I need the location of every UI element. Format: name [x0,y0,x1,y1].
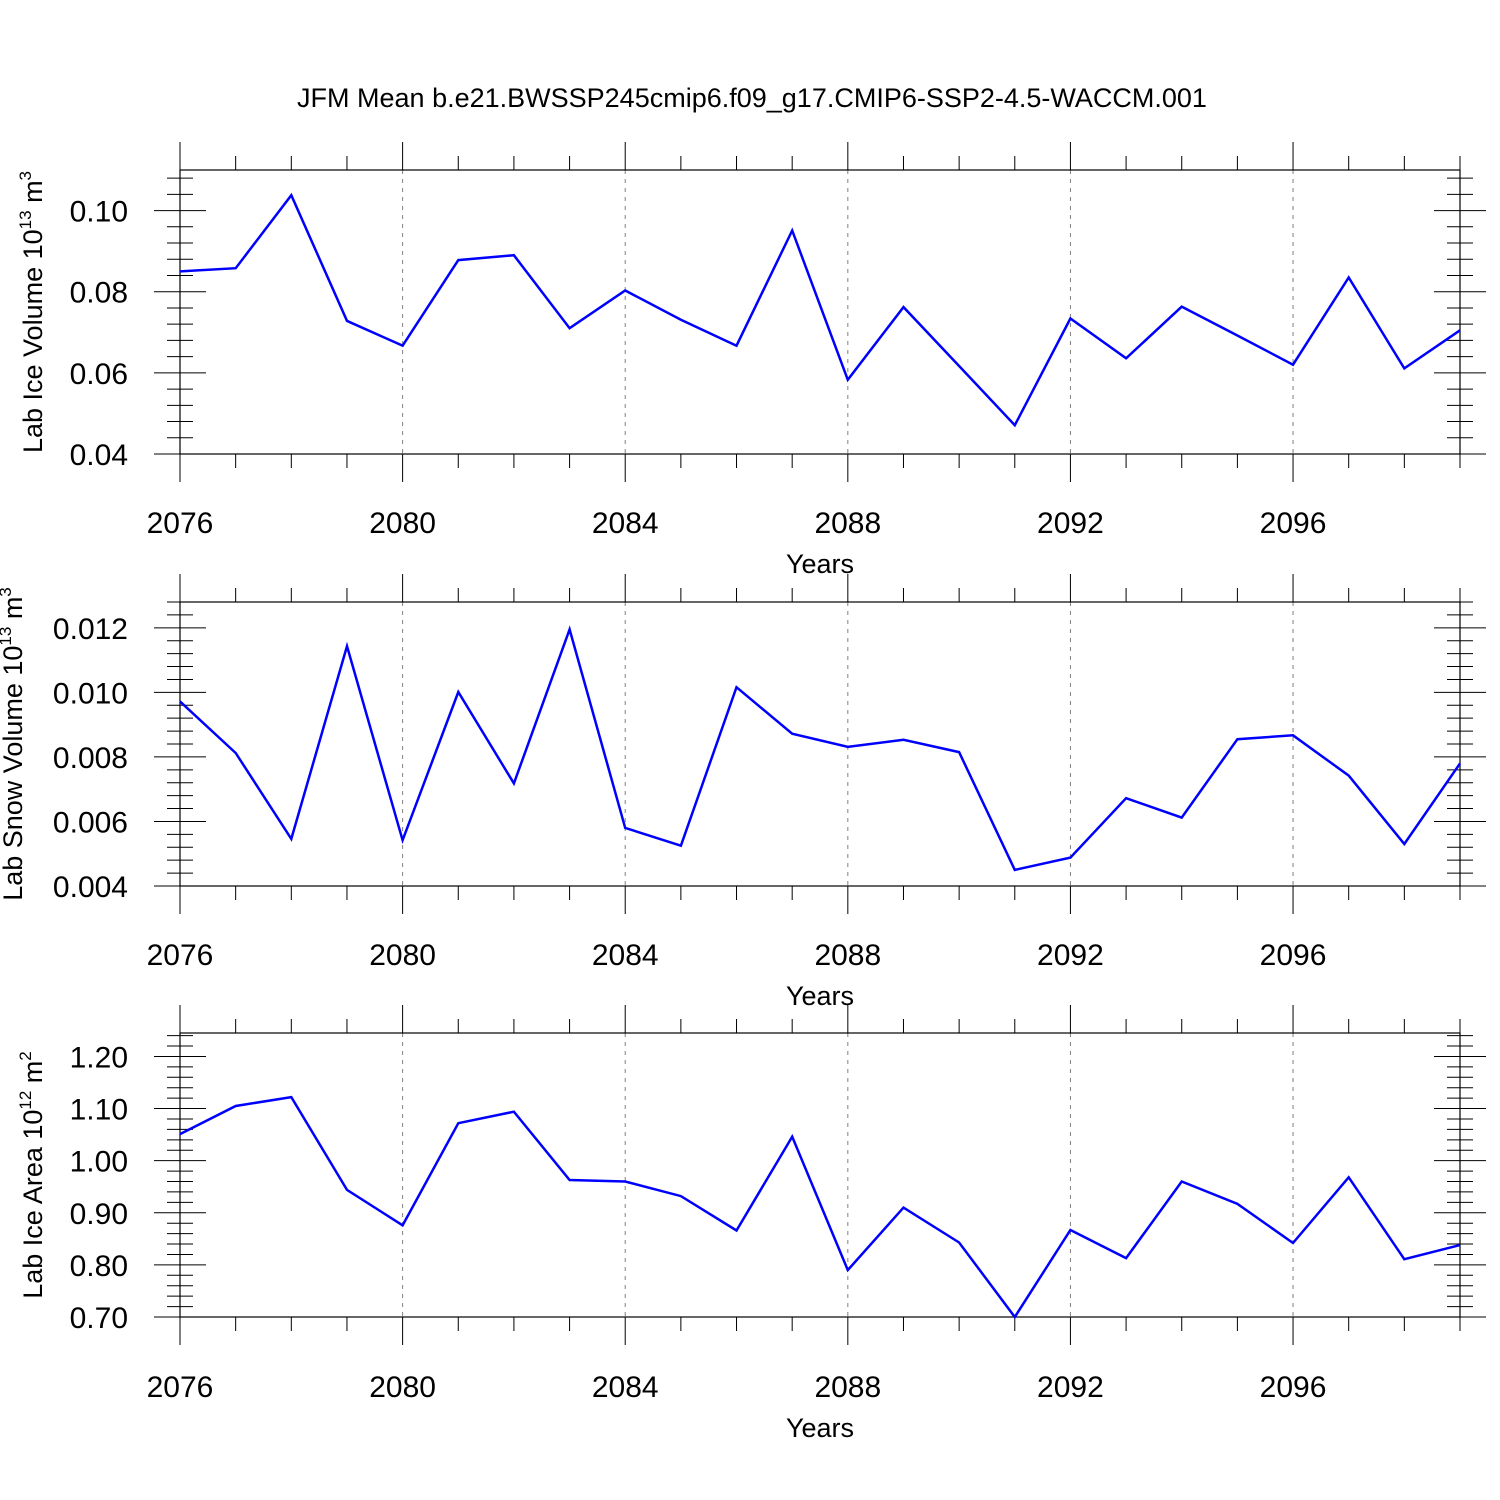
y-tick-label: 0.06 [70,358,128,391]
y-tick-label: 0.012 [53,613,128,646]
x-tick-label: 2080 [369,1371,436,1404]
plot-frame [179,169,1461,455]
x-tick-label: 2096 [1260,507,1327,540]
y-axis-title-exponent: 13 [0,627,15,646]
y-tick-label: 0.010 [53,677,128,710]
x-tick-label: 2084 [592,939,659,972]
y-tick-label: 1.20 [70,1041,128,1074]
y-axis-title-unit: m [18,180,48,210]
x-tick-label: 2092 [1037,1371,1104,1404]
y-axis-title-unit: m [0,597,28,627]
y-axis-title-main: Lab Ice Area 10 [18,1110,48,1299]
plot-frame [179,1032,1461,1318]
chart-panel-1: 0.04 0.06 0.08 0.10 2076 2080 2084 2088 2092 2096… [16,142,1486,579]
panels: 0.04 0.06 0.08 0.10 2076 2080 2084 2088 2092 2096… [0,142,1486,1443]
y-tick-label: 0.04 [70,439,128,472]
y-axis-title-unit-exponent: 2 [16,1051,35,1060]
x-tick-label: 2096 [1260,1371,1327,1404]
x-tick-label: 2076 [147,1371,214,1404]
y-axis-title-main: Lab Snow Volume 10 [0,646,28,901]
x-tick-label: 2096 [1260,939,1327,972]
y-tick-label: 0.008 [53,742,128,775]
x-tick-label: 2084 [592,507,659,540]
y-axis-title-unit: m [18,1061,48,1091]
y-tick-label: 0.004 [53,871,128,904]
x-tick-label: 2080 [369,507,436,540]
y-axis-title-exponent: 13 [16,210,35,229]
x-tick-label: 2092 [1037,507,1104,540]
x-tick-label: 2092 [1037,939,1104,972]
y-axis-title-main: Lab Ice Volume 10 [18,229,48,453]
y-axis-title-unit-exponent: 3 [16,171,35,180]
y-tick-label: 0.10 [70,196,128,229]
x-axis-title: Years [786,549,854,579]
y-axis-title: Lab Ice Volume 1013 m3 [16,171,48,453]
chart-title: JFM Mean b.e21.BWSSP245cmip6.f09_g17.CMI… [297,83,1207,113]
x-tick-label: 2076 [147,507,214,540]
y-tick-label: 0.08 [70,277,128,310]
series-line [179,192,1461,428]
y-tick-label: 1.10 [70,1094,128,1127]
x-tick-label: 2076 [147,939,214,972]
y-tick-label: 1.00 [70,1146,128,1179]
y-axis-title: Lab Ice Area 1012 m2 [16,1051,48,1299]
y-axis-title: Lab Snow Volume 1013 m3 [0,587,28,901]
x-tick-label: 2088 [814,939,881,972]
y-axis-title-exponent: 12 [16,1091,35,1110]
x-tick-label: 2088 [814,507,881,540]
y-tick-label: 0.80 [70,1250,128,1283]
x-tick-label: 2088 [814,1371,881,1404]
x-axis-title: Years [786,981,854,1011]
chart-panel-3: 0.70 0.80 0.90 1.00 1.10 1.20 2076 2080 2084 2088… [16,1005,1486,1443]
x-tick-label: 2080 [369,939,436,972]
plot-frame [179,601,1461,887]
x-tick-label: 2084 [592,1371,659,1404]
x-axis-title: Years [786,1413,854,1443]
chart-panel-2: 0.004 0.006 0.008 0.010 0.012 2076 2080 2084 208… [0,574,1486,1011]
y-axis-title-unit-exponent: 3 [0,587,15,596]
y-tick-label: 0.70 [70,1302,128,1335]
series-line [179,625,1462,872]
series-line [179,1095,1461,1320]
y-tick-label: 0.90 [70,1198,128,1231]
y-tick-label: 0.006 [53,806,128,839]
